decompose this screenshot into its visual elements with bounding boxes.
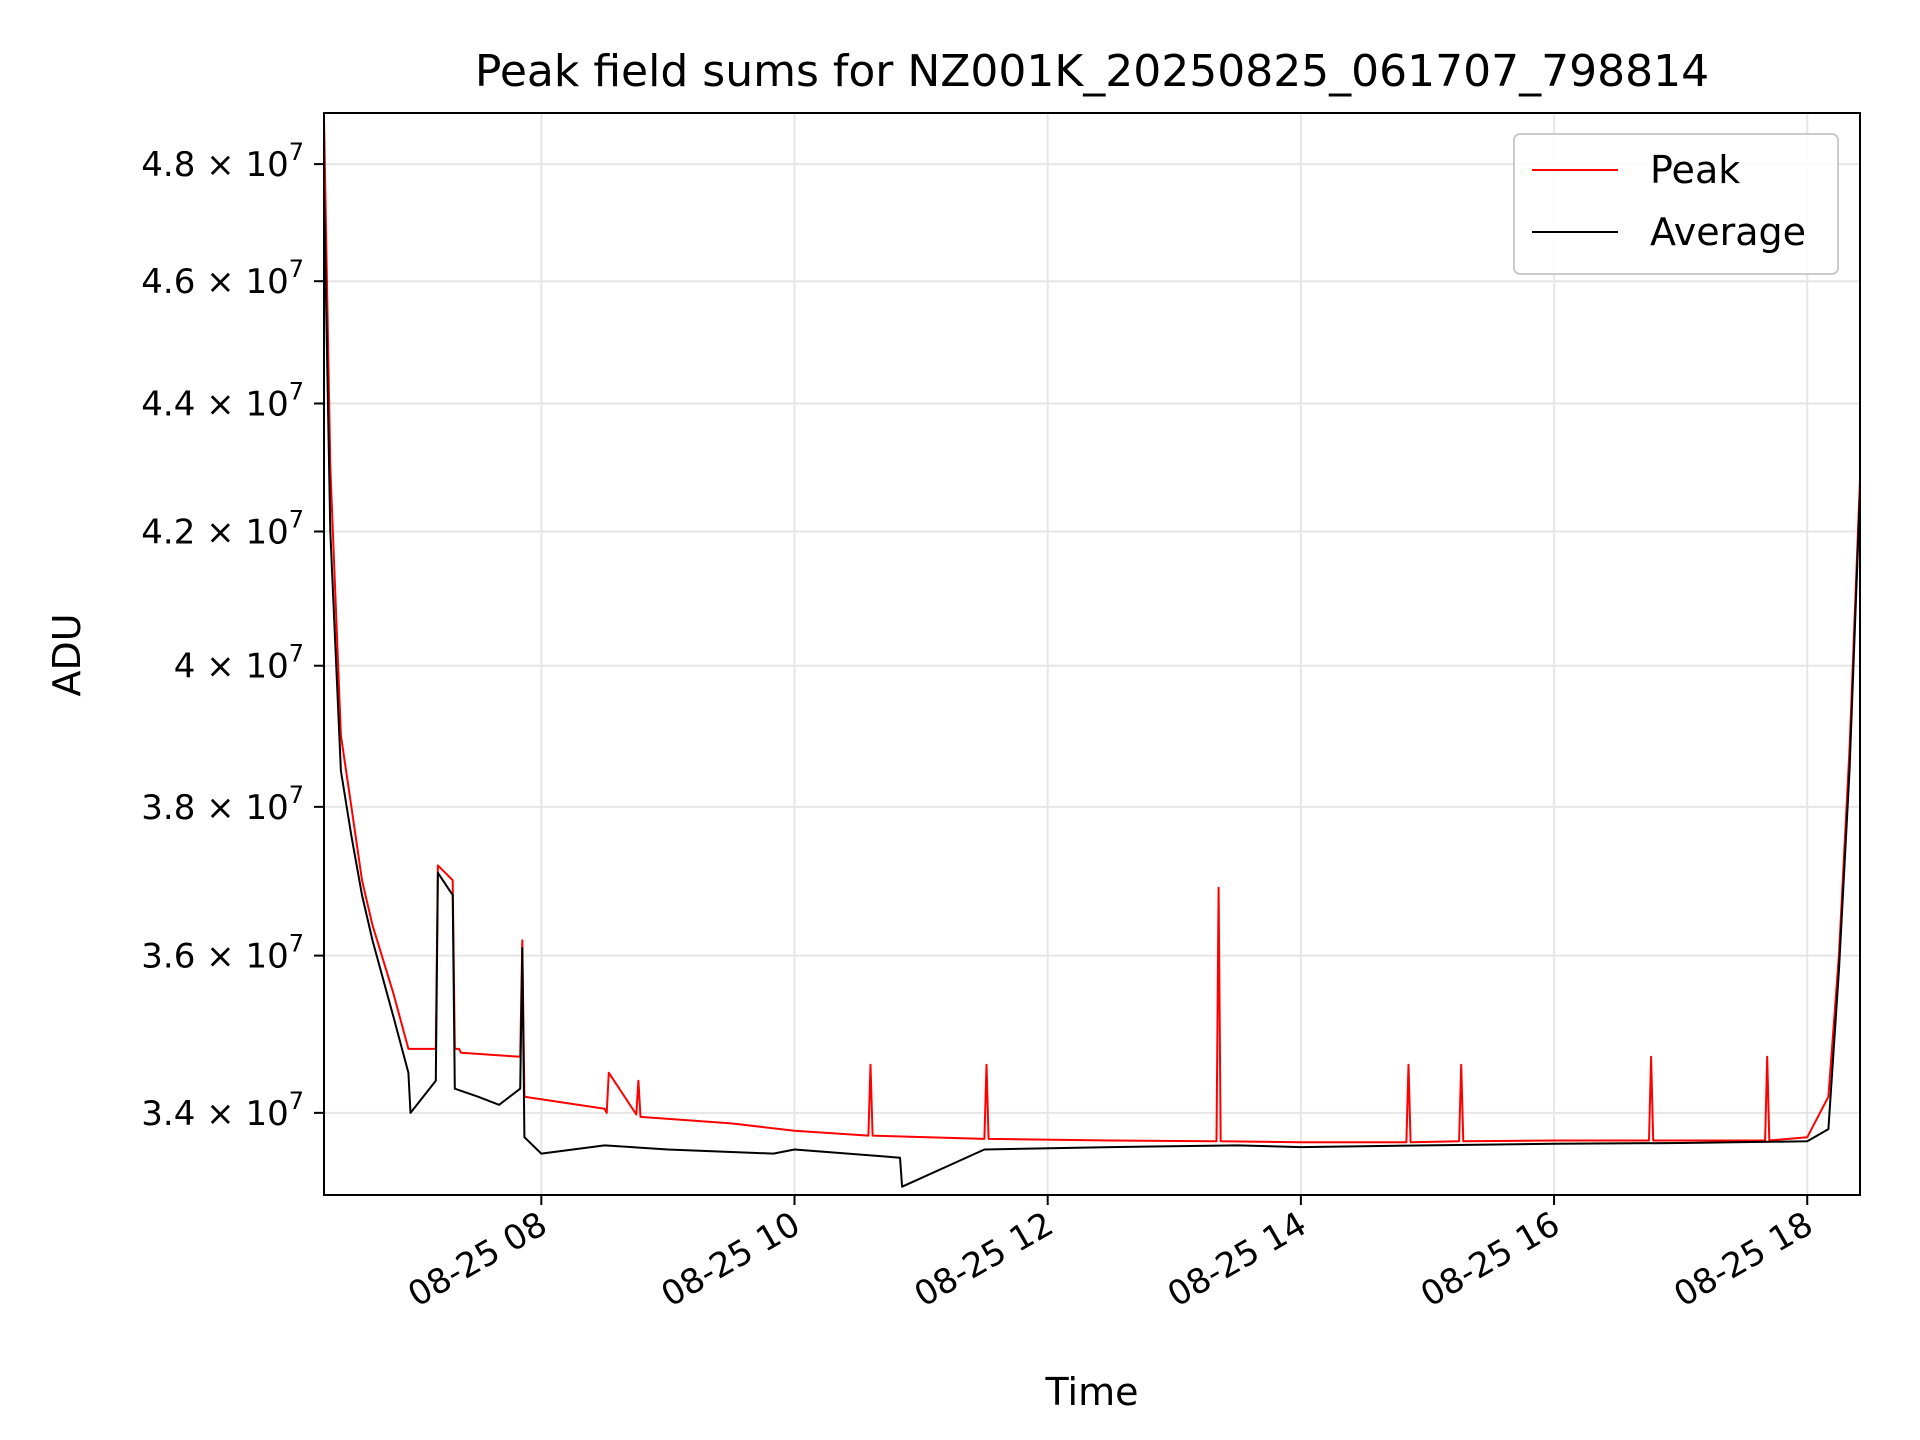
y-axis-title: ADU xyxy=(45,613,89,696)
y-tick-label: 4.6 × 107 xyxy=(141,255,304,302)
series-line-average xyxy=(323,187,1861,1188)
legend: Peak Average xyxy=(1513,133,1839,275)
y-tick-label: 3.8 × 107 xyxy=(141,781,304,828)
grid xyxy=(324,113,1860,1195)
y-tick-label: 3.4 × 107 xyxy=(141,1087,304,1134)
y-tick-label: 4 × 107 xyxy=(174,640,304,687)
y-tick-label: 3.6 × 107 xyxy=(141,930,304,977)
y-tick-label: 4.2 × 107 xyxy=(141,505,304,552)
chart-title: Peak field sums for NZ001K_20250825_0617… xyxy=(475,46,1709,97)
y-tick-label: 4.8 × 107 xyxy=(141,138,304,185)
x-axis-title: Time xyxy=(1045,1370,1139,1414)
legend-label-average: Average xyxy=(1650,210,1806,254)
legend-label-peak: Peak xyxy=(1650,148,1740,192)
y-axis: 4.8 × 107 4.6 × 107 4.4 × 107 4.2 × 107 4 × … xyxy=(141,138,324,1134)
y-tick-label: 4.4 × 107 xyxy=(141,378,304,425)
plot-frame xyxy=(323,112,1861,1196)
plot-lines xyxy=(323,118,1861,1188)
